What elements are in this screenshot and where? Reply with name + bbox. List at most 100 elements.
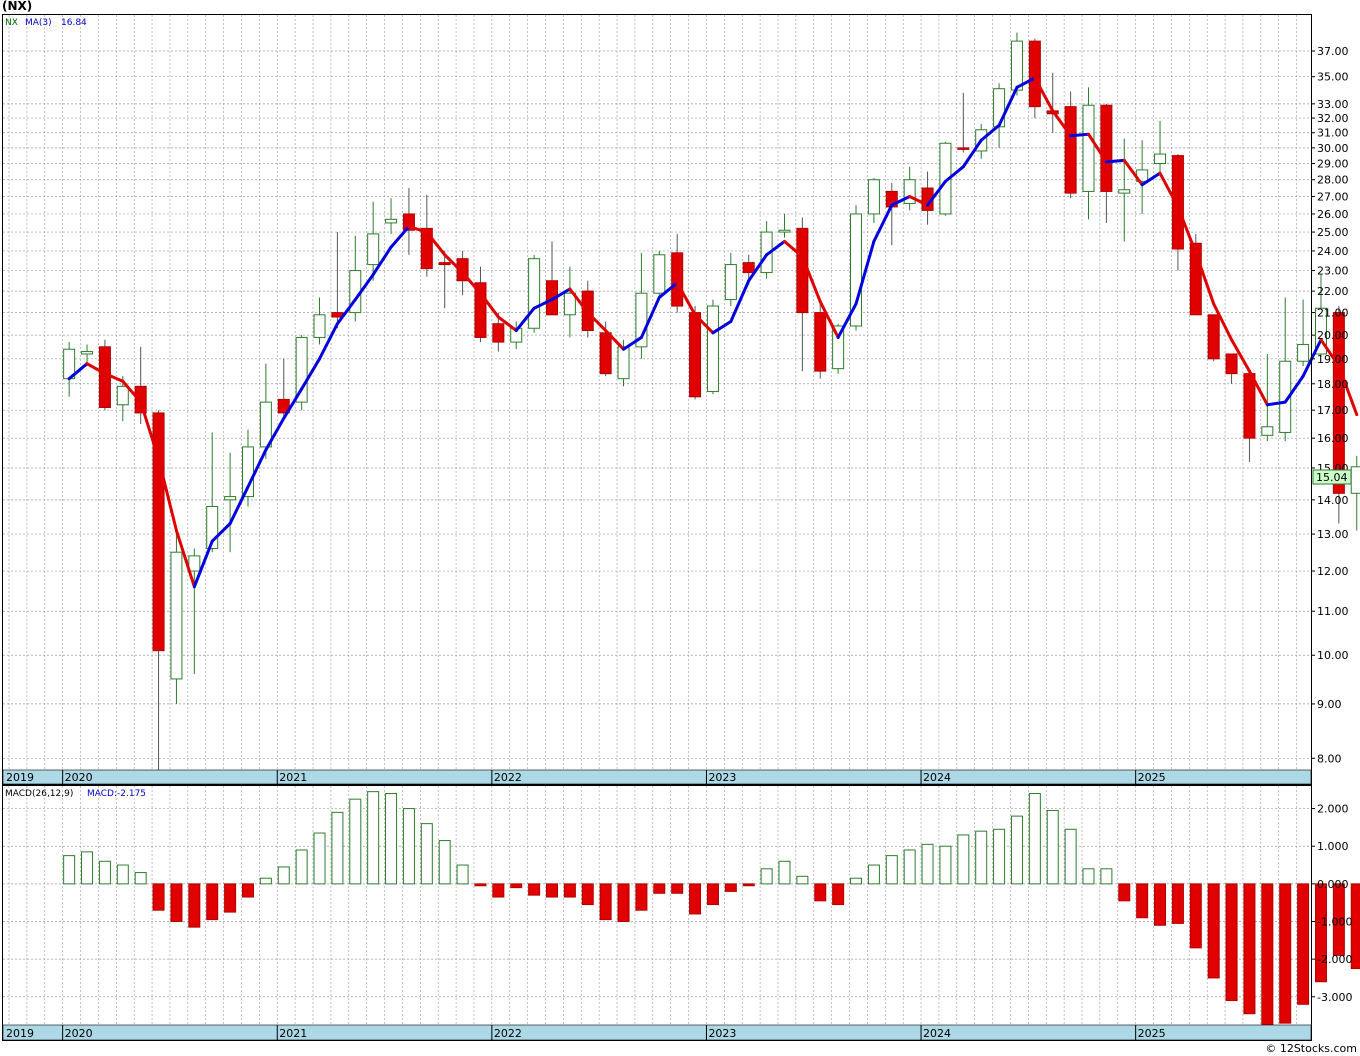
price-year-label: 2025 [1138,771,1166,784]
price-year-label: 2022 [494,771,522,784]
macd-tick-label: -2.000 [1317,953,1352,966]
macd-bar-positive [778,860,791,885]
candle-up [170,551,183,680]
candle-down [599,332,612,375]
macd-time-band [2,1024,1312,1041]
macd-bar-positive [420,823,433,885]
macd-bars [63,791,1360,1026]
macd-bar-negative [742,883,755,887]
price-year-label: 2024 [923,771,951,784]
macd-bar-positive [134,872,147,885]
candle-down [1028,40,1041,108]
price-tick-label: 11.00 [1317,605,1349,618]
price-year-label: 2021 [279,771,307,784]
price-tick-label: 20.00 [1317,329,1349,342]
macd-bar-positive [1010,815,1023,885]
price-tick-label: 14.00 [1317,494,1349,507]
macd-year-label: 2023 [708,1027,736,1040]
ma3-segment [693,313,715,335]
ma3-segment [103,372,125,383]
candle-up [385,218,398,224]
ma3-segment [174,529,196,589]
macd-bar-positive [867,864,880,885]
ma3-segment [210,522,232,543]
candle-down [1189,242,1202,316]
ma3-segment [747,253,769,283]
macd-year-label: 2022 [494,1027,522,1040]
ma3-segment [729,279,751,323]
ma3-segment [1069,132,1090,138]
candle-up [1082,104,1095,192]
ma3-segment [157,457,178,533]
candle-down [1064,106,1077,194]
ma3-segment [461,271,482,295]
ma3-segment [282,387,304,420]
macd-bar-negative [1225,883,1238,1002]
price-year-label: 2019 [6,771,34,784]
price-tick-label: 25.00 [1317,226,1349,239]
ma3-segment [1087,132,1108,164]
macd-bar-negative [617,883,630,922]
macd-bar-positive [456,864,469,885]
macd-bar-negative [152,883,165,911]
ma3-segment [711,319,733,335]
ma3-segment [800,255,822,304]
candle-up [528,258,541,329]
ma3-segment [872,203,894,243]
candle-up [295,336,308,403]
candle-down [671,252,684,307]
last-price-box [1312,469,1352,485]
macd-bar-positive [850,877,863,885]
axes: 8.009.0010.0011.0012.0013.0014.0015.0016… [2,45,1352,1041]
macd-bar-negative [832,883,845,906]
price-panel-grid [3,15,1311,770]
candle-up [241,446,254,498]
legend-ma-label: MA(3) [25,18,52,28]
macd-bar-negative [1314,883,1327,983]
macd-bar-negative [706,883,719,906]
candle-down [796,227,809,314]
ma3-segment [1104,158,1126,164]
ma3-segment [622,335,643,351]
price-time-band [2,769,1312,785]
candle-up [313,314,326,338]
price-tick-label: 30.00 [1317,142,1349,155]
macd-tick-label: 0.000 [1317,878,1349,891]
macd-bar-positive [98,860,111,885]
candle-up [1261,426,1274,436]
macd-tick-label: 1.000 [1317,840,1349,853]
ma3-segment [139,400,161,461]
macd-bar-positive [885,855,898,885]
ma3-segment [443,253,465,275]
ma3-segment [1337,364,1359,417]
macd-bar-negative [1207,883,1220,979]
macd-bar-positive [116,864,129,885]
macd-value-label: MACD:-2.175 [87,789,146,799]
candle-down [1243,373,1256,439]
ma3-segment [782,239,804,259]
macd-panel-frame [2,785,1312,1041]
macd-bar-positive [1064,828,1077,885]
candle-down [402,213,415,231]
candle-up [617,346,630,380]
ma3-segment [407,225,429,234]
macd-bar-positive [921,843,934,885]
candle-down [1100,104,1113,192]
macd-bar-negative [1297,883,1310,1005]
candle-up [188,555,201,572]
candle-up [206,505,219,550]
ma3-segment [854,239,876,306]
macd-bar-negative [1189,883,1202,949]
macd-bar-negative [1332,883,1345,956]
macd-bar-negative [170,883,183,922]
price-tick-label: 23.00 [1317,265,1349,278]
ma3-segment [264,416,286,452]
macd-title: MACD(26,12,9) [5,789,73,799]
ma3-segment [908,195,930,207]
macd-bar-negative [724,883,737,892]
ma3-segment [568,287,590,315]
copyright-text: © 12Stocks.com [1265,1042,1357,1055]
price-tick-label: 27.00 [1317,191,1349,204]
macd-bar-positive [277,866,290,885]
ma3-segment [1301,338,1323,378]
